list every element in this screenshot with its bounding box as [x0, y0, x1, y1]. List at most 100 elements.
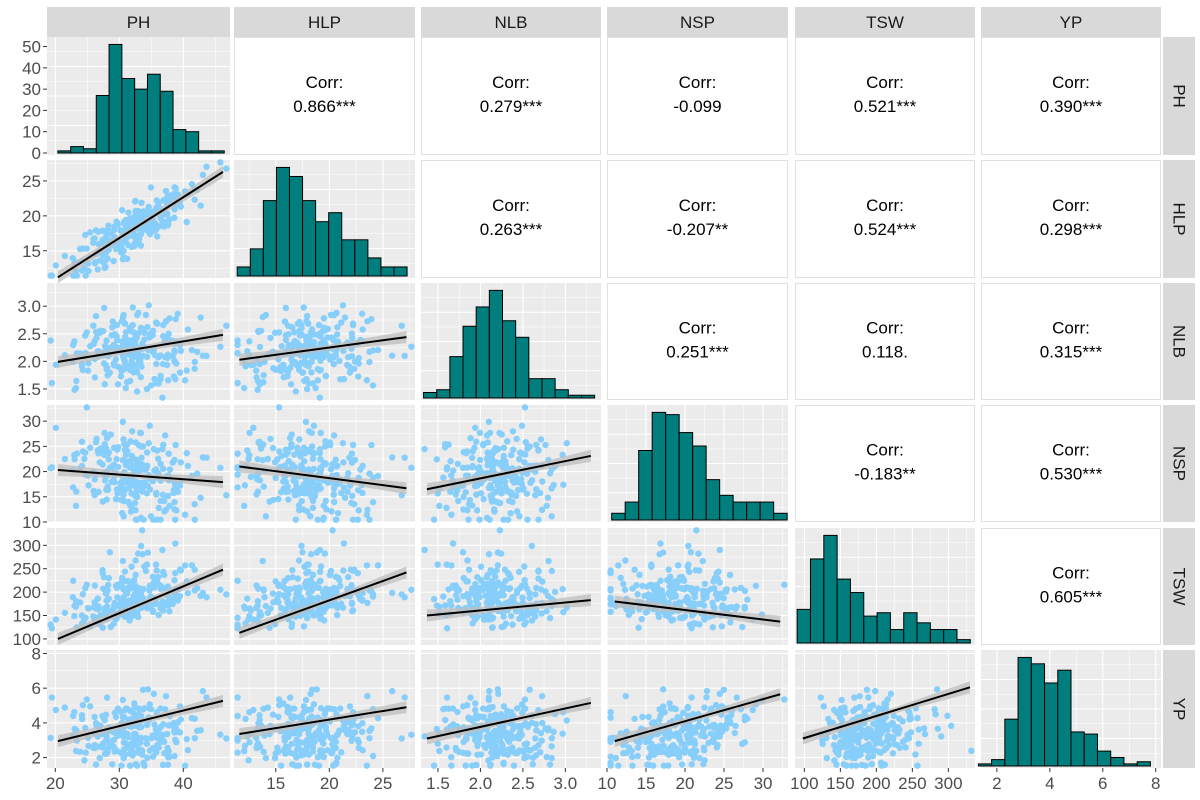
data-point [166, 608, 173, 615]
data-point [247, 607, 255, 614]
data-point [181, 762, 189, 769]
data-point [296, 584, 303, 591]
data-point [234, 712, 241, 720]
data-point [676, 574, 684, 581]
corr-label: Corr: [679, 73, 717, 92]
data-point [317, 705, 325, 712]
data-point [449, 540, 457, 547]
data-point [476, 713, 484, 720]
data-point [687, 549, 695, 556]
data-point [131, 239, 138, 247]
panel-nsp-yp: Corr: 0.530*** [981, 405, 1161, 522]
data-point [374, 472, 382, 480]
histogram-bar [134, 88, 148, 154]
data-point [272, 474, 279, 482]
data-point [338, 749, 345, 756]
data-point [532, 721, 540, 728]
data-point [544, 727, 552, 734]
data-point [308, 429, 315, 437]
data-point [316, 394, 324, 401]
data-point [349, 492, 356, 500]
y-tick-label: 300 [13, 536, 41, 555]
data-point [120, 733, 127, 740]
data-point [297, 453, 304, 460]
data-point [269, 711, 277, 718]
data-point [548, 743, 555, 750]
data-point [291, 491, 298, 499]
data-point [485, 418, 493, 426]
y-tick-label: 2.5 [17, 325, 41, 344]
data-point [648, 561, 655, 568]
data-point [636, 571, 643, 579]
histogram-bar [638, 449, 653, 521]
data-point [741, 603, 748, 611]
data-point [101, 440, 108, 448]
data-point [104, 581, 112, 589]
data-point [322, 723, 330, 731]
data-point [338, 489, 345, 497]
data-point [78, 438, 86, 445]
data-point [408, 464, 415, 471]
data-point [297, 359, 305, 367]
data-point [688, 694, 695, 701]
data-point [162, 187, 170, 195]
data-point [563, 440, 570, 447]
data-point [915, 740, 922, 747]
data-point [271, 754, 279, 762]
data-point [521, 576, 528, 584]
data-point [479, 441, 487, 449]
histogram-bar [1057, 669, 1072, 767]
data-point [194, 348, 201, 356]
data-point [731, 586, 739, 593]
data-point [634, 744, 642, 751]
data-point [536, 749, 544, 756]
data-point [401, 694, 408, 701]
data-point [275, 404, 283, 411]
data-point [546, 761, 554, 768]
data-point [97, 445, 104, 452]
data-point [107, 740, 114, 748]
data-point [831, 733, 839, 741]
data-point [468, 454, 476, 461]
data-point [516, 747, 523, 754]
data-point [447, 457, 454, 465]
data-point [707, 730, 715, 737]
data-point [659, 686, 667, 693]
data-point [69, 272, 77, 279]
data-point [434, 561, 441, 568]
histogram-bar [393, 266, 408, 277]
data-point [113, 455, 120, 463]
data-point [508, 612, 515, 620]
data-point [546, 470, 554, 477]
histogram-bar [210, 150, 225, 154]
data-point [516, 735, 523, 742]
data-point [348, 330, 356, 337]
strip-right-nlb: NLB [1163, 283, 1195, 400]
data-point [171, 516, 179, 523]
data-point [474, 739, 482, 746]
data-point [132, 571, 139, 579]
data-point [695, 550, 702, 557]
data-point [359, 326, 366, 333]
data-point [867, 730, 874, 738]
data-point [485, 696, 493, 704]
corr-label: Corr: [1052, 73, 1090, 92]
data-point [305, 363, 312, 370]
data-point [690, 620, 697, 627]
data-point [443, 504, 450, 512]
data-point [448, 753, 455, 761]
data-point [543, 753, 550, 761]
data-point [154, 320, 161, 327]
data-point [468, 585, 476, 592]
data-point [275, 581, 283, 588]
data-point [675, 753, 683, 761]
histogram-bar [1070, 731, 1085, 767]
data-point [250, 424, 257, 431]
data-point [631, 566, 638, 573]
data-point [321, 443, 329, 450]
data-point [310, 422, 318, 429]
histogram-bar [863, 615, 878, 644]
data-point [285, 488, 292, 495]
data-point [330, 761, 337, 769]
data-point [510, 446, 517, 453]
